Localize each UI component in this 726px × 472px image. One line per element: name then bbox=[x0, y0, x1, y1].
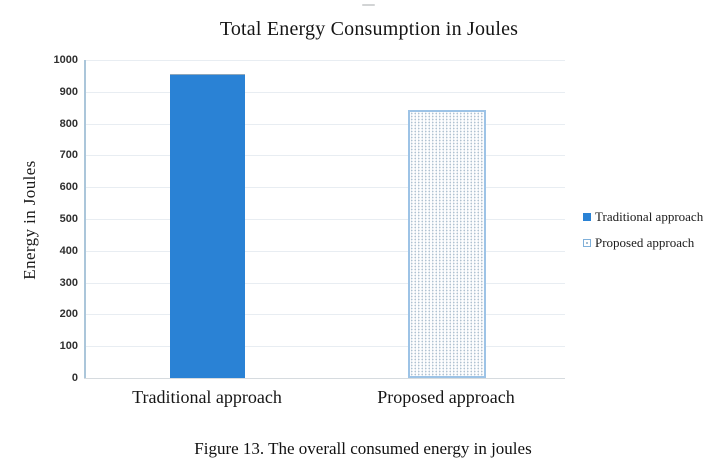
bar-proposed-approach bbox=[408, 109, 486, 378]
legend-label: Traditional approach bbox=[595, 209, 704, 224]
plot-area: 0 100 200 300 400 500 600 700 800 900 1000 bbox=[54, 54, 565, 384]
y-gridline bbox=[86, 282, 565, 284]
stray-dash-artifact bbox=[362, 4, 375, 6]
figure-caption: Figure 13. The overall consumed energy i… bbox=[194, 439, 532, 458]
x-category-label-traditional: Traditional approach bbox=[132, 387, 282, 407]
y-gridline bbox=[86, 91, 565, 93]
y-gridline bbox=[86, 60, 565, 61]
y-tick-label: 600 bbox=[59, 181, 78, 194]
y-tick-label: 200 bbox=[59, 308, 78, 321]
y-tick-label: 1000 bbox=[53, 54, 78, 66]
y-gridline bbox=[86, 155, 565, 157]
y-tick-label: 900 bbox=[59, 85, 78, 98]
legend: Traditional approach Proposed approach bbox=[583, 208, 703, 260]
x-category-label-proposed: Proposed approach bbox=[377, 387, 515, 407]
legend-swatch-solid-icon bbox=[583, 213, 591, 221]
y-gridline bbox=[86, 123, 565, 125]
y-axis-title: Energy in Joules bbox=[20, 160, 39, 280]
y-tick-label: 800 bbox=[59, 117, 78, 130]
y-tick-label: 700 bbox=[59, 149, 78, 162]
chart-title: Total Energy Consumption in Joules bbox=[219, 18, 519, 40]
y-gridline bbox=[86, 187, 565, 189]
y-tick-label: 300 bbox=[59, 276, 78, 289]
y-tick-label: 100 bbox=[59, 340, 78, 353]
y-gridline bbox=[86, 219, 565, 220]
legend-label: Proposed approach bbox=[595, 235, 695, 250]
y-gridline bbox=[86, 346, 565, 348]
y-tick-label: 400 bbox=[59, 244, 78, 257]
y-gridline bbox=[86, 250, 565, 252]
y-gridline bbox=[86, 314, 565, 316]
legend-item-traditional: Traditional approach bbox=[583, 208, 703, 226]
y-axis-line bbox=[84, 60, 86, 379]
legend-swatch-dotted-icon bbox=[583, 239, 591, 247]
legend-item-proposed: Proposed approach bbox=[583, 234, 703, 252]
y-tick-label: 0 bbox=[71, 372, 78, 384]
x-axis-line bbox=[84, 378, 565, 379]
bar-traditional-approach bbox=[170, 74, 245, 378]
y-tick-label: 500 bbox=[59, 213, 78, 225]
